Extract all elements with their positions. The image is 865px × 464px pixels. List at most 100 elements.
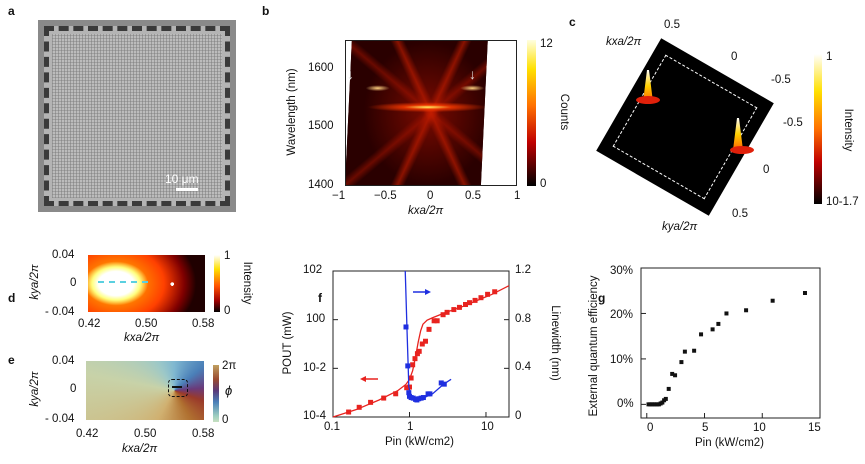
scale-bar: [176, 188, 198, 191]
xlabel-f: Pin (kW/cm2): [385, 436, 454, 448]
data-point: [416, 348, 422, 354]
data-point: [434, 318, 440, 324]
ytick: - 0.04: [45, 306, 75, 318]
arrow-down-icon: ↓: [469, 66, 476, 82]
data-point: [406, 390, 412, 396]
data-point: [467, 300, 473, 306]
kx-tick: 0: [731, 51, 738, 63]
xtick: −1: [332, 190, 346, 202]
data-point: [692, 348, 697, 353]
data-point: [724, 311, 729, 316]
xlabel-d: kxa/2π: [124, 332, 160, 344]
ytick: 30%: [610, 265, 634, 277]
ytick: - 0.04: [45, 413, 75, 425]
data-point: [770, 298, 775, 303]
intensity-peak: [733, 118, 743, 150]
data-point: [410, 362, 416, 368]
colorbar-tick: 10-1.7: [826, 196, 859, 208]
panel-label-a: a: [8, 4, 15, 18]
kx-axis-label: kxa/2π: [606, 36, 642, 48]
panel-label-f: f: [318, 291, 322, 305]
xtick: 10: [481, 421, 494, 433]
xtick: 0.50: [135, 318, 158, 330]
ytick: 1400: [308, 179, 334, 191]
panel-label-b: b: [262, 4, 270, 18]
ytick: 0.04: [52, 249, 75, 261]
vortex-marker-bar: [172, 386, 182, 388]
data-point: [393, 391, 399, 397]
data-point: [368, 399, 374, 405]
ytick: 0: [70, 277, 77, 289]
data-point: [463, 302, 469, 308]
ylabel-g: External quantum efficiency: [588, 275, 600, 417]
ytick: 0.04: [52, 355, 75, 367]
data-point: [673, 373, 678, 378]
data-point: [356, 404, 362, 410]
ky-axis-label: kya/2π: [662, 221, 698, 233]
intensity-peak-base: [636, 96, 660, 104]
colorbar-tick: 0: [540, 178, 547, 190]
data-point: [478, 295, 484, 301]
intensity-peak-base: [730, 146, 754, 154]
colorbar-tick: 2π: [222, 360, 237, 372]
data-point: [666, 386, 671, 391]
data-point: [426, 326, 432, 332]
data-point: [419, 341, 425, 347]
data-point: [670, 371, 675, 376]
phase-map: [86, 361, 204, 420]
xtick: −0.5: [374, 190, 397, 202]
data-point: [404, 385, 410, 391]
colorbar-e: [213, 365, 219, 422]
colorbar-tick: 1: [826, 51, 833, 63]
fit-curve: [332, 285, 510, 418]
panel-label-g: g: [598, 291, 606, 305]
colorbar-tick: 0: [222, 414, 229, 426]
data-point: [485, 291, 491, 297]
data-point: [403, 324, 409, 330]
data-point: [440, 312, 446, 318]
fit-curve: [404, 270, 452, 401]
data-point: [682, 349, 687, 354]
sem-image: [38, 20, 236, 212]
plot-frame-b: [345, 40, 517, 186]
ky-tick: -0.5: [783, 117, 803, 129]
kx-tick: -0.5: [771, 74, 791, 86]
panel-label-e: e: [8, 353, 15, 367]
data-point: [408, 375, 414, 381]
xlabel-b: kxa/2π: [408, 205, 444, 217]
xtick: 1: [514, 190, 521, 202]
ytick: 1600: [308, 62, 334, 74]
ytick-left: 10-2: [303, 362, 327, 374]
data-point: [492, 289, 498, 295]
dispersion-map: [345, 40, 517, 186]
xtick: 0.5: [465, 190, 481, 202]
scale-bar-label: 10 μm: [165, 172, 199, 186]
ytick-left: 102: [303, 264, 323, 276]
xtick: 0.58: [192, 318, 215, 330]
intensity-map: [88, 255, 205, 312]
ytick-right: 0.8: [515, 313, 531, 325]
colorbar-c: [814, 54, 822, 204]
xtick: 0.58: [192, 428, 215, 440]
xtick: 1: [407, 421, 414, 433]
ytick: 1500: [308, 120, 334, 132]
plot-frame-g: [640, 267, 821, 419]
colorbar-tick: 0: [224, 305, 231, 317]
ytick-left: 10-4: [303, 410, 327, 422]
xtick: 5: [702, 422, 709, 434]
xlabel-e: kxa/2π: [122, 443, 158, 455]
ytick-right: 0: [515, 410, 522, 422]
vortex-marker: [168, 379, 188, 397]
data-point: [438, 380, 444, 386]
xtick: 0.1: [324, 421, 340, 433]
ky-tick: 0: [763, 164, 770, 176]
colorbar-d: [214, 255, 220, 312]
arrow-down-icon: ↓: [347, 66, 354, 82]
data-point: [431, 318, 437, 324]
data-point: [699, 332, 704, 337]
data-point: [423, 338, 429, 344]
colorbar-tick: 12: [540, 38, 553, 50]
